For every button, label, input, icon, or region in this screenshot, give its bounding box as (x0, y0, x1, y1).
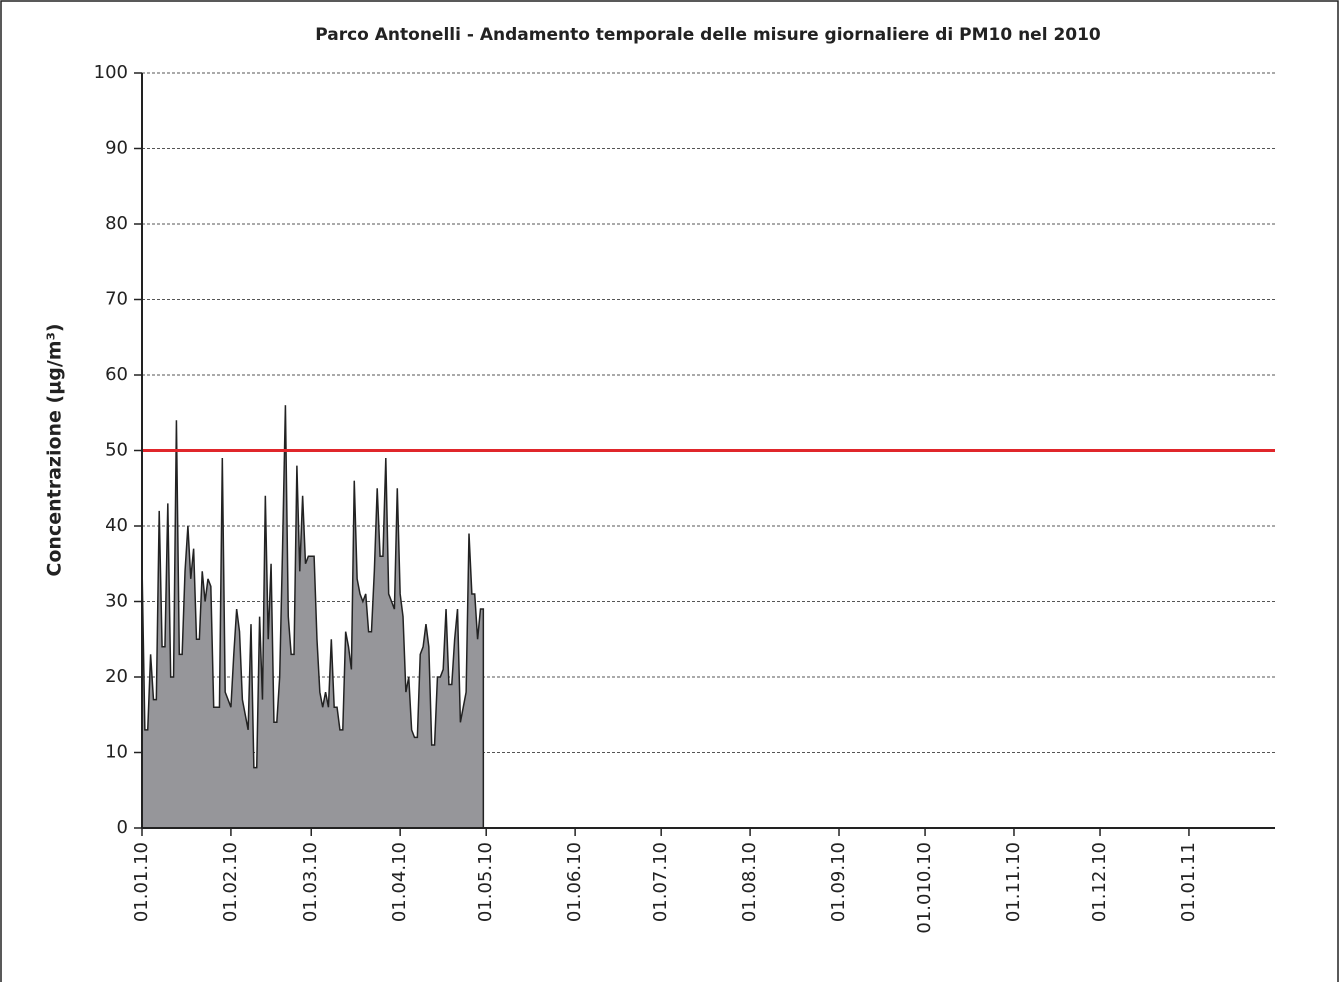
x-tick-label: 01.01.10 (131, 842, 152, 922)
x-tick-label: 01.03.10 (300, 842, 321, 922)
y-tick-label: 80 (105, 213, 128, 234)
x-tick-label: 01.07.10 (650, 842, 671, 922)
y-axis-label: Concentrazione (µg/m³) (44, 323, 66, 576)
y-tick-label: 90 (105, 138, 128, 159)
y-tick-label: 100 (94, 62, 128, 83)
area (141, 405, 485, 829)
x-tick-label: 01.010.10 (914, 842, 935, 934)
x-tick-label: 01.11.10 (1003, 842, 1024, 922)
chart-title: Parco Antonelli - Andamento temporale de… (315, 25, 1101, 45)
x-tick-label: 01.12.10 (1089, 842, 1110, 922)
y-tick-label: 60 (105, 364, 128, 385)
y-tick-label: 0 (117, 817, 128, 838)
x-tick-label: 01.09.10 (828, 842, 849, 922)
x-tick-label: 01.08.10 (739, 842, 760, 922)
y-tick-label: 50 (105, 440, 128, 461)
x-tick-label: 01.06.10 (564, 842, 585, 922)
y-tick-label: 30 (105, 591, 128, 612)
y-tick-label: 10 (105, 742, 128, 763)
y-tick-label: 40 (105, 515, 128, 536)
y-tick-label: 20 (105, 666, 128, 687)
x-tick-label: 01.01.11 (1178, 842, 1199, 922)
x-tick-label: 01.04.10 (389, 842, 410, 922)
y-tick-label: 70 (105, 289, 128, 310)
x-tick-label: 01.02.10 (220, 842, 241, 922)
x-tick-label: 01.05.10 (475, 842, 496, 922)
